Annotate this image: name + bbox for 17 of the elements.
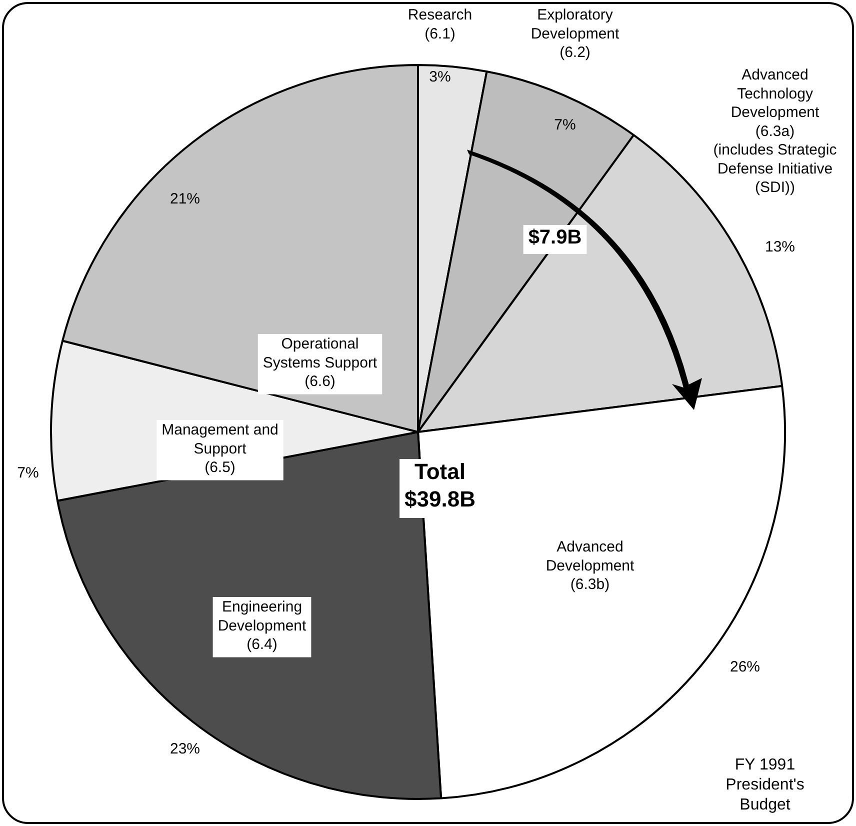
- slice-label: Research (6.1): [408, 6, 472, 42]
- data-label: 3%: [429, 68, 451, 86]
- data-label: 21%: [170, 190, 200, 208]
- text: FY 1991 President's Budget: [726, 756, 804, 814]
- slice-label: Advanced Development (6.3b): [546, 538, 636, 594]
- data-label: 7%: [17, 464, 39, 482]
- text: $7.9B: [528, 226, 582, 249]
- data-label: 7%: [554, 116, 576, 134]
- data-label: 23%: [170, 740, 200, 758]
- text: Total $39.8B: [404, 459, 476, 512]
- data-label: 13%: [764, 238, 796, 256]
- slice-label: Operational Systems Support (6.6): [262, 336, 378, 390]
- slice-label: Exploratory Development (6.2): [530, 6, 620, 62]
- slice-label: Engineering Development (6.4): [218, 598, 308, 654]
- data-label: 26%: [730, 658, 760, 676]
- slice-label: Management and Support (6.5): [162, 422, 278, 476]
- slice-label: Advanced Technology Development (6.3a) (includes Strategic Defense Initiative (SDI)): [713, 66, 838, 196]
